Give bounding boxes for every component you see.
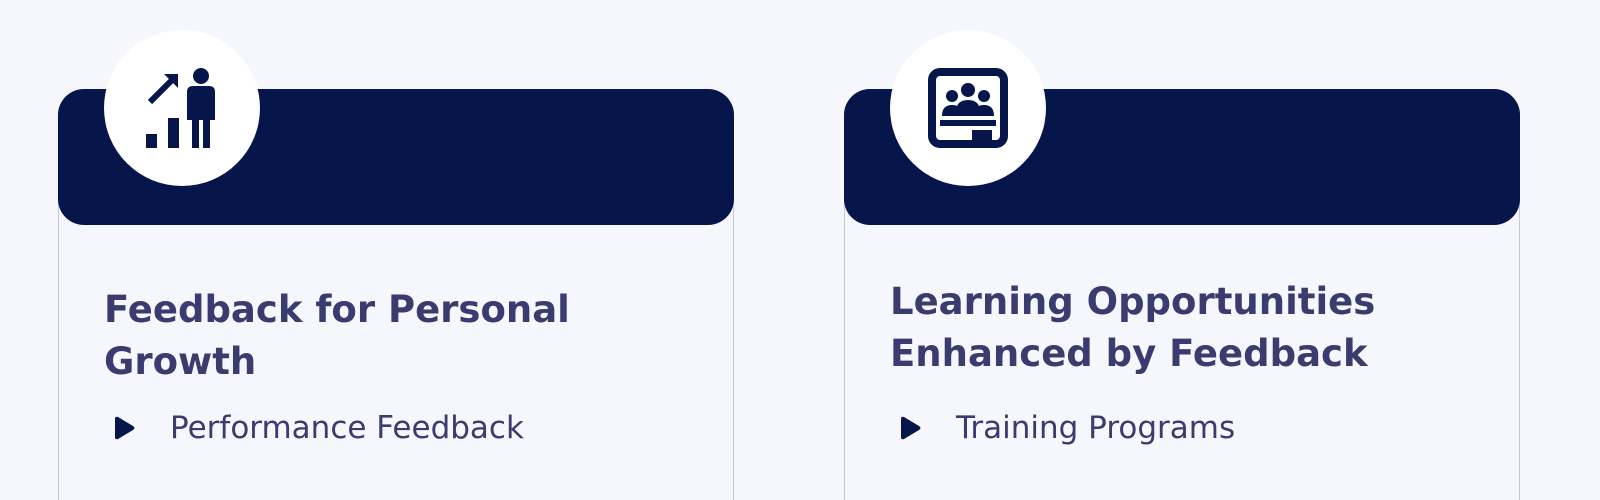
play-arrow-icon: [112, 415, 136, 441]
list-item: Performance Feedback: [112, 408, 524, 448]
list-item: Training Programs: [898, 408, 1235, 448]
personal-growth-icon: [146, 68, 215, 148]
card-learning-opportunities: Learning Opportunities Enhanced by Feedb…: [844, 30, 1520, 500]
list-item-label: Performance Feedback: [170, 410, 524, 446]
team-presentation-icon: [928, 68, 1008, 148]
card-title: Feedback for Personal Growth: [104, 288, 570, 383]
play-arrow-icon: [898, 415, 922, 441]
icon-badge: [104, 30, 260, 186]
list-item-label: Training Programs: [956, 410, 1236, 446]
card-title: Learning Opportunities Enhanced by Feedb…: [890, 280, 1376, 375]
icon-badge: [890, 30, 1046, 186]
card-personal-growth: Feedback for Personal Growth Performance…: [58, 30, 734, 500]
